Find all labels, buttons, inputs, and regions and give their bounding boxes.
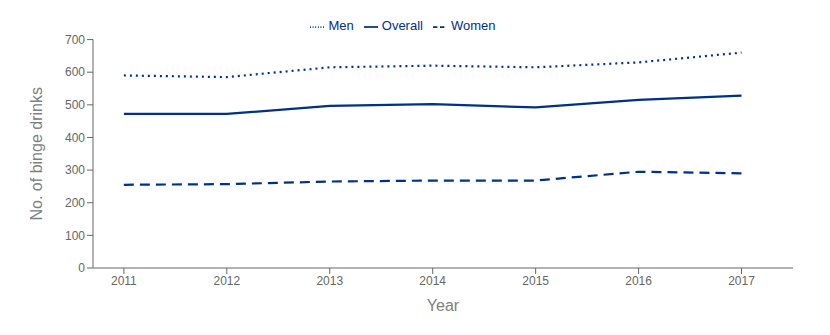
svg-text:2011: 2011 xyxy=(111,274,137,288)
svg-text:2016: 2016 xyxy=(625,274,652,288)
svg-text:No. of binge drinks: No. of binge drinks xyxy=(28,87,45,220)
svg-text:400: 400 xyxy=(65,131,85,145)
html-text:Women: Women xyxy=(451,18,496,33)
svg-text:2015: 2015 xyxy=(522,274,549,288)
html-text:Overall: Overall xyxy=(381,18,423,33)
svg-text:700: 700 xyxy=(65,33,85,47)
svg-text:200: 200 xyxy=(65,196,85,210)
svg-text:100: 100 xyxy=(65,229,85,243)
svg-text:2012: 2012 xyxy=(213,274,240,288)
svg-text:2017: 2017 xyxy=(728,274,755,288)
html-text:Men: Men xyxy=(328,18,354,33)
svg-text:2013: 2013 xyxy=(316,274,343,288)
svg-text:2014: 2014 xyxy=(419,274,446,288)
svg-text:500: 500 xyxy=(65,98,85,112)
svg-text:300: 300 xyxy=(65,163,85,177)
svg-text:Year: Year xyxy=(427,297,460,314)
svg-text:600: 600 xyxy=(65,65,85,79)
svg-text:0: 0 xyxy=(78,261,85,275)
